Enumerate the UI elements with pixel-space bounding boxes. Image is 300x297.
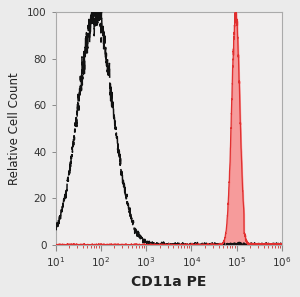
Y-axis label: Relative Cell Count: Relative Cell Count xyxy=(8,72,21,185)
X-axis label: CD11a PE: CD11a PE xyxy=(131,275,206,289)
